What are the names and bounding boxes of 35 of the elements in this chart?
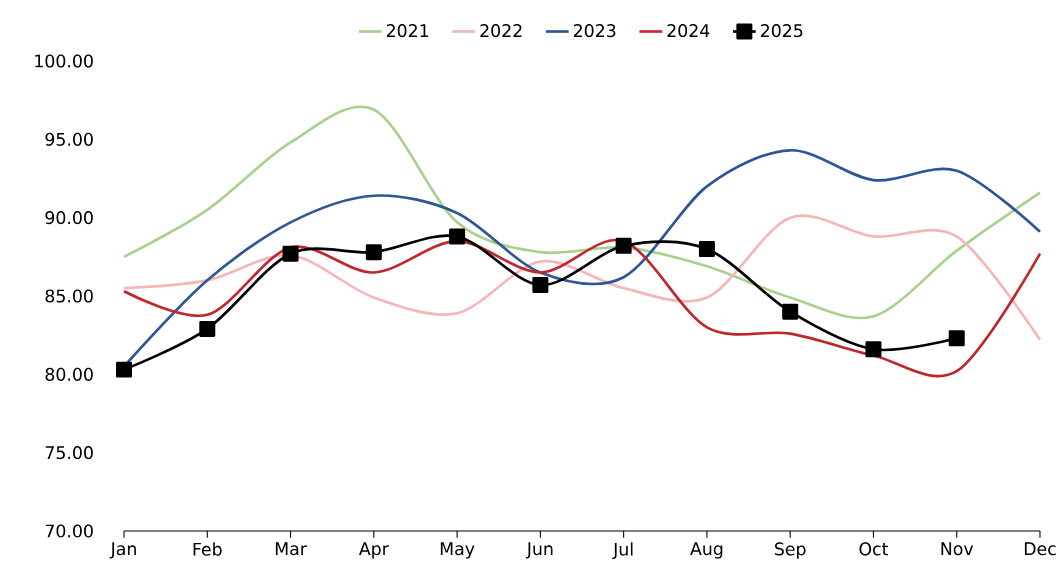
legend-label: 2025 (761, 24, 803, 38)
x-tick-label: Aug (690, 542, 723, 559)
point (948, 330, 965, 347)
y-tick-label: 100.00 (35, 54, 93, 68)
y-tick-label: 70.00 (45, 524, 93, 538)
legend-label: 2024 (667, 24, 710, 38)
legend-label: 2023 (573, 24, 616, 38)
point (532, 277, 549, 294)
x-tick-label: Jun (525, 542, 553, 559)
point (365, 244, 382, 261)
legend-label: 2022 (480, 24, 522, 38)
x-tick-label: Feb (193, 542, 222, 556)
point (782, 303, 799, 320)
y-tick-label: 95.00 (45, 132, 93, 146)
x-tick-label: Dec (1024, 542, 1056, 556)
x-tick-label: May (440, 542, 475, 559)
x-tick-label: Jul (612, 542, 633, 559)
point (199, 320, 216, 337)
y-tick-label: 85.00 (45, 289, 93, 303)
point (698, 240, 715, 257)
y-tick-label: 75.00 (45, 446, 93, 460)
x-tick-label: Nov (941, 542, 974, 556)
point (615, 237, 632, 254)
point (449, 228, 466, 245)
x-tick-label: Jan (109, 542, 136, 559)
point (865, 341, 882, 358)
y-tick-label: 80.00 (45, 367, 93, 381)
x-tick-label: Oct (859, 542, 889, 556)
point (116, 361, 133, 378)
x-tick-label: Apr (358, 542, 389, 559)
y-tick-label: 90.00 (45, 211, 93, 225)
x-tick-label: Sep (775, 542, 806, 559)
point (282, 245, 299, 262)
legend-label: 2021 (386, 24, 429, 38)
x-tick-label: Mar (275, 542, 307, 556)
